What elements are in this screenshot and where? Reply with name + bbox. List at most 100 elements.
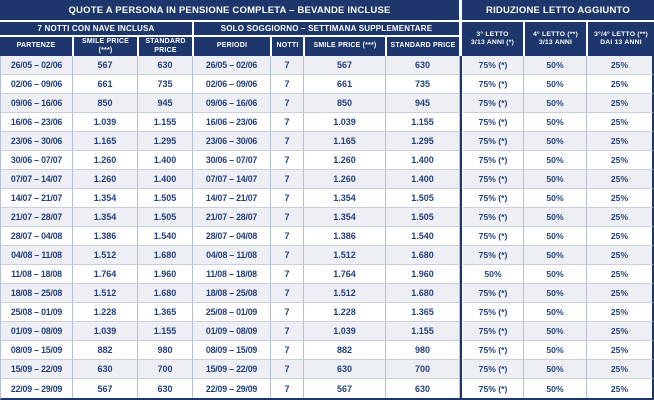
cell-notti: 7: [271, 208, 304, 227]
section-divider: [460, 284, 463, 303]
cell-standard-price-nave: 735: [138, 75, 193, 94]
cell-riduzione-terzo-letto: 75% (*): [463, 75, 524, 94]
col-header-smile-price-mid: SMILE PRICE (***): [303, 35, 385, 56]
cell-partenze: 11/08 – 18/08: [1, 265, 73, 284]
cell-riduzione-terzo-quarto-letto: 25%: [587, 132, 654, 151]
cell-smile-price-nave: 1.039: [73, 322, 138, 341]
cell-periodo: 26/05 – 02/06: [193, 56, 271, 75]
cell-standard-price-soggiorno: 630: [386, 379, 460, 398]
cell-periodo: 30/06 – 07/07: [193, 151, 271, 170]
cell-riduzione-terzo-quarto-letto: 25%: [587, 303, 654, 322]
cell-partenze: 02/06 – 09/06: [1, 75, 73, 94]
cell-partenze: 04/08 – 11/08: [1, 246, 73, 265]
cell-standard-price-soggiorno: 1.400: [386, 170, 460, 189]
cell-notti: 7: [271, 360, 304, 379]
cell-standard-price-nave: 1.295: [138, 132, 193, 151]
cell-periodo: 25/08 – 01/09: [193, 303, 271, 322]
table-row: 26/05 – 02/06 567 630 26/05 – 02/06 7 567 630 7…: [1, 56, 654, 75]
cell-periodo: 16/06 – 23/06: [193, 113, 271, 132]
cell-notti: 7: [271, 94, 304, 113]
cell-partenze: 07/07 – 14/07: [1, 170, 73, 189]
cell-partenze: 01/09 – 08/09: [1, 322, 73, 341]
cell-smile-price-nave: 630: [73, 360, 138, 379]
section-divider: [460, 341, 463, 360]
cell-partenze: 22/09 – 29/09: [1, 379, 73, 398]
cell-standard-price-soggiorno: 630: [386, 56, 460, 75]
table-row: 07/07 – 14/07 1.260 1.400 07/07 – 14/07 7 1.2…: [1, 170, 654, 189]
cell-smile-price-nave: 1.512: [73, 246, 138, 265]
cell-notti: 7: [271, 151, 304, 170]
cell-standard-price-soggiorno: 1.295: [386, 132, 460, 151]
cell-riduzione-terzo-letto: 75% (*): [463, 303, 524, 322]
col-header-smile-price-left: SMILE PRICE (***): [72, 35, 137, 56]
cell-standard-price-soggiorno: 980: [386, 341, 460, 360]
cell-riduzione-terzo-letto: 75% (*): [463, 360, 524, 379]
cell-partenze: 25/08 – 01/09: [1, 303, 73, 322]
cell-notti: 7: [271, 246, 304, 265]
cell-riduzione-terzo-letto: 75% (*): [463, 113, 524, 132]
table-row: 30/06 – 07/07 1.260 1.400 30/06 – 07/07 7 1.2…: [1, 151, 654, 170]
cell-riduzione-terzo-quarto-letto: 25%: [587, 208, 654, 227]
cell-standard-price-soggiorno: 1.680: [386, 284, 460, 303]
section-divider: [460, 322, 463, 341]
col-header-standard-price-left: STANDARD PRICE: [137, 35, 192, 56]
cell-periodo: 11/08 – 18/08: [193, 265, 271, 284]
cell-riduzione-quarto-letto: 50%: [524, 341, 587, 360]
cell-notti: 7: [271, 379, 304, 398]
cell-periodo: 04/08 – 11/08: [193, 246, 271, 265]
title-quote-pensione: QUOTE A PERSONA IN PENSIONE COMPLETA – B…: [0, 0, 459, 20]
cell-standard-price-soggiorno: 945: [386, 94, 460, 113]
cell-periodo: 23/06 – 30/06: [193, 132, 271, 151]
section-divider: [460, 246, 463, 265]
main-header-band: QUOTE A PERSONA IN PENSIONE COMPLETA – B…: [0, 0, 654, 20]
group-7-notti-nave: 7 NOTTI CON NAVE INCLUSA: [0, 20, 192, 35]
cell-standard-price-nave: 1.400: [138, 151, 193, 170]
cell-standard-price-soggiorno: 1.155: [386, 113, 460, 132]
cell-smile-price-soggiorno: 630: [304, 360, 386, 379]
section-divider: [460, 56, 463, 75]
cell-riduzione-terzo-quarto-letto: 25%: [587, 360, 654, 379]
cell-smile-price-soggiorno: 1.039: [304, 322, 386, 341]
cell-smile-price-nave: 567: [73, 379, 138, 398]
cell-periodo: 08/09 – 15/09: [193, 341, 271, 360]
cell-standard-price-nave: 1.365: [138, 303, 193, 322]
cell-riduzione-quarto-letto: 50%: [524, 56, 587, 75]
cell-standard-price-nave: 1.505: [138, 189, 193, 208]
cell-riduzione-terzo-letto: 75% (*): [463, 132, 524, 151]
cell-riduzione-quarto-letto: 50%: [524, 284, 587, 303]
cell-riduzione-terzo-letto: 75% (*): [463, 227, 524, 246]
cell-smile-price-soggiorno: 1.165: [304, 132, 386, 151]
cell-riduzione-terzo-letto: 75% (*): [463, 341, 524, 360]
cell-partenze: 30/06 – 07/07: [1, 151, 73, 170]
cell-standard-price-nave: 1.540: [138, 227, 193, 246]
cell-riduzione-terzo-letto: 75% (*): [463, 189, 524, 208]
cell-notti: 7: [271, 341, 304, 360]
cell-riduzione-terzo-letto: 75% (*): [463, 322, 524, 341]
cell-smile-price-nave: 1.039: [73, 113, 138, 132]
cell-smile-price-nave: 850: [73, 94, 138, 113]
section-divider: [460, 132, 463, 151]
table-row: 02/06 – 09/06 661 735 02/06 – 09/06 7 661 735 7…: [1, 75, 654, 94]
cell-partenze: 23/06 – 30/06: [1, 132, 73, 151]
cell-smile-price-nave: 1.354: [73, 189, 138, 208]
section-divider: [460, 360, 463, 379]
cell-standard-price-soggiorno: 735: [386, 75, 460, 94]
table-row: 14/07 – 21/07 1.354 1.505 14/07 – 21/07 7 1.3…: [1, 189, 654, 208]
cell-smile-price-soggiorno: 567: [304, 56, 386, 75]
section-divider: [460, 75, 463, 94]
price-rows-container: 26/05 – 02/06 567 630 26/05 – 02/06 7 567 630 7…: [0, 56, 654, 400]
cell-partenze: 08/09 – 15/09: [1, 341, 73, 360]
cell-partenze: 28/07 – 04/08: [1, 227, 73, 246]
cell-partenze: 26/05 – 02/06: [1, 56, 73, 75]
cell-standard-price-soggiorno: 1.155: [386, 322, 460, 341]
cell-riduzione-terzo-quarto-letto: 25%: [587, 151, 654, 170]
cell-riduzione-terzo-letto: 75% (*): [463, 94, 524, 113]
cell-standard-price-nave: 1.505: [138, 208, 193, 227]
cell-notti: 7: [271, 170, 304, 189]
cell-notti: 7: [271, 322, 304, 341]
cell-smile-price-soggiorno: 882: [304, 341, 386, 360]
cell-riduzione-quarto-letto: 50%: [524, 75, 587, 94]
cell-smile-price-nave: 1.512: [73, 284, 138, 303]
group-solo-soggiorno: SOLO SOGGIORNO – SETTIMANA SUPPLEMENTARE: [192, 20, 459, 35]
cell-smile-price-soggiorno: 1.512: [304, 284, 386, 303]
